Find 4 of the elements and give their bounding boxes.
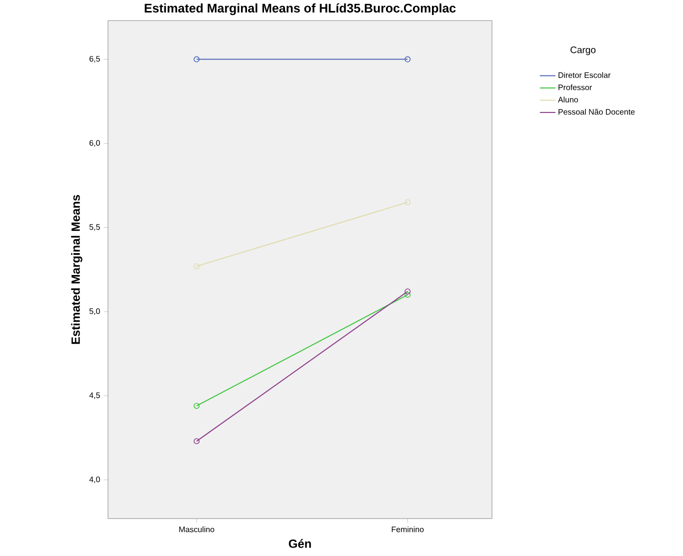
x-axis-title: Gén [288,539,311,548]
y-axis-title: Estimated Marginal Means [71,195,82,344]
legend-title: Cargo [570,46,596,56]
chart-title: Estimated Marginal Means of HLíd35.Buroc.Complac [144,4,456,16]
